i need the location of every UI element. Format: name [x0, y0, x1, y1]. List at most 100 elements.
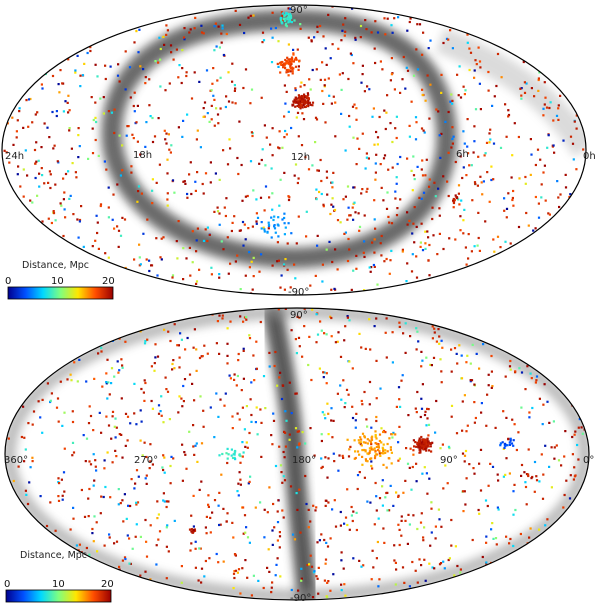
galaxy-point	[200, 31, 204, 34]
galaxy-point	[548, 213, 551, 216]
galaxy-point	[186, 336, 189, 340]
galaxy-point	[413, 178, 416, 181]
colorbar-tick-20: 20	[101, 579, 114, 590]
galaxy-point	[248, 266, 251, 269]
galaxy-point	[220, 41, 223, 44]
galaxy-point	[424, 410, 427, 413]
galaxy-point	[348, 528, 351, 531]
galaxy-point	[213, 124, 216, 127]
galaxy-point	[490, 165, 493, 168]
galaxy-point	[329, 315, 332, 318]
galaxy-point	[143, 441, 146, 444]
galaxy-point	[69, 528, 72, 531]
galaxy-point	[375, 557, 378, 560]
galaxy-point	[54, 219, 57, 222]
galaxy-point	[355, 118, 358, 121]
galaxy-point	[323, 84, 326, 87]
galaxy-point	[145, 474, 148, 477]
galaxy-point	[196, 227, 199, 230]
galaxy-point	[527, 224, 530, 227]
galaxy-point	[162, 468, 165, 472]
galaxy-point	[537, 202, 540, 205]
galaxy-point	[363, 240, 366, 243]
galaxy-point	[378, 578, 381, 581]
galaxy-point	[193, 328, 196, 331]
galaxy-point	[370, 266, 373, 269]
galaxy-point	[288, 438, 291, 441]
galaxy-point	[370, 31, 373, 34]
galaxy-point	[231, 427, 234, 430]
galaxy-point	[104, 252, 107, 255]
colorbar-title: Distance, Mpc	[22, 260, 89, 271]
galaxy-point	[57, 477, 60, 480]
galaxy-point	[97, 247, 100, 250]
galaxy-point	[504, 103, 507, 106]
galaxy-point	[415, 276, 419, 279]
galaxy-point	[241, 455, 244, 458]
galaxy-point	[297, 65, 300, 68]
galaxy-point	[163, 129, 166, 132]
galaxy-point	[315, 68, 318, 71]
colorbar-tick-10: 10	[52, 579, 65, 590]
galaxy-point	[191, 382, 194, 385]
galaxy-point	[313, 454, 316, 457]
galaxy-point	[383, 260, 386, 263]
galaxy-point	[71, 454, 74, 457]
galaxy-point	[346, 438, 349, 441]
galaxy-point	[230, 454, 233, 457]
galaxy-point	[477, 46, 480, 49]
galaxy-point	[361, 432, 365, 435]
galaxy-point	[166, 192, 169, 195]
galaxy-point	[407, 513, 410, 516]
galaxy-point	[243, 514, 247, 517]
milky-way-band-core	[108, 16, 451, 262]
galaxy-point	[415, 121, 418, 124]
galaxy-point	[537, 89, 540, 92]
galaxy-point	[507, 438, 510, 441]
galaxy-point	[71, 420, 75, 424]
galaxy-point	[154, 60, 157, 63]
galaxy-point	[244, 238, 247, 241]
galaxy-point	[302, 95, 305, 98]
galaxy-point	[297, 94, 300, 97]
galaxy-points	[3, 5, 585, 295]
galaxy-point	[320, 439, 323, 443]
galaxy-point	[133, 382, 136, 385]
galaxy-point	[358, 559, 361, 562]
galaxy-point	[212, 94, 215, 97]
galaxy-point	[93, 377, 96, 380]
galaxy-point	[245, 318, 248, 321]
galaxy-point	[279, 286, 282, 289]
galaxy-point	[257, 579, 260, 582]
galaxy-point	[341, 454, 344, 457]
galaxy-point	[231, 221, 234, 224]
galaxy-point	[428, 477, 431, 480]
galaxy-point	[568, 497, 572, 500]
galaxy-point	[121, 216, 124, 219]
galaxy-point	[210, 273, 213, 276]
galaxy-point	[258, 162, 261, 165]
galaxy-point	[508, 472, 511, 475]
galaxy-point	[192, 424, 195, 427]
galaxy-point	[198, 547, 201, 550]
galaxy-point	[287, 43, 290, 46]
galaxy-point	[177, 76, 180, 79]
galaxy-point	[98, 411, 101, 414]
galaxy-point	[294, 87, 297, 90]
galaxy-point	[477, 155, 480, 158]
galaxy-point	[388, 509, 391, 512]
galaxy-point	[159, 85, 162, 88]
galaxy-point	[281, 146, 284, 149]
label-right-edge: 0°	[583, 455, 594, 466]
galaxy-point	[171, 274, 175, 277]
galaxy-point	[366, 500, 369, 503]
galaxy-point	[28, 481, 31, 484]
galaxy-point	[374, 20, 377, 23]
galaxy-point	[562, 139, 565, 142]
galaxy-point	[267, 227, 270, 230]
galaxy-point	[196, 171, 199, 174]
galaxy-point	[385, 466, 388, 469]
galaxy-point	[389, 446, 392, 449]
galaxy-point	[462, 232, 465, 235]
galaxy-point	[87, 157, 90, 160]
